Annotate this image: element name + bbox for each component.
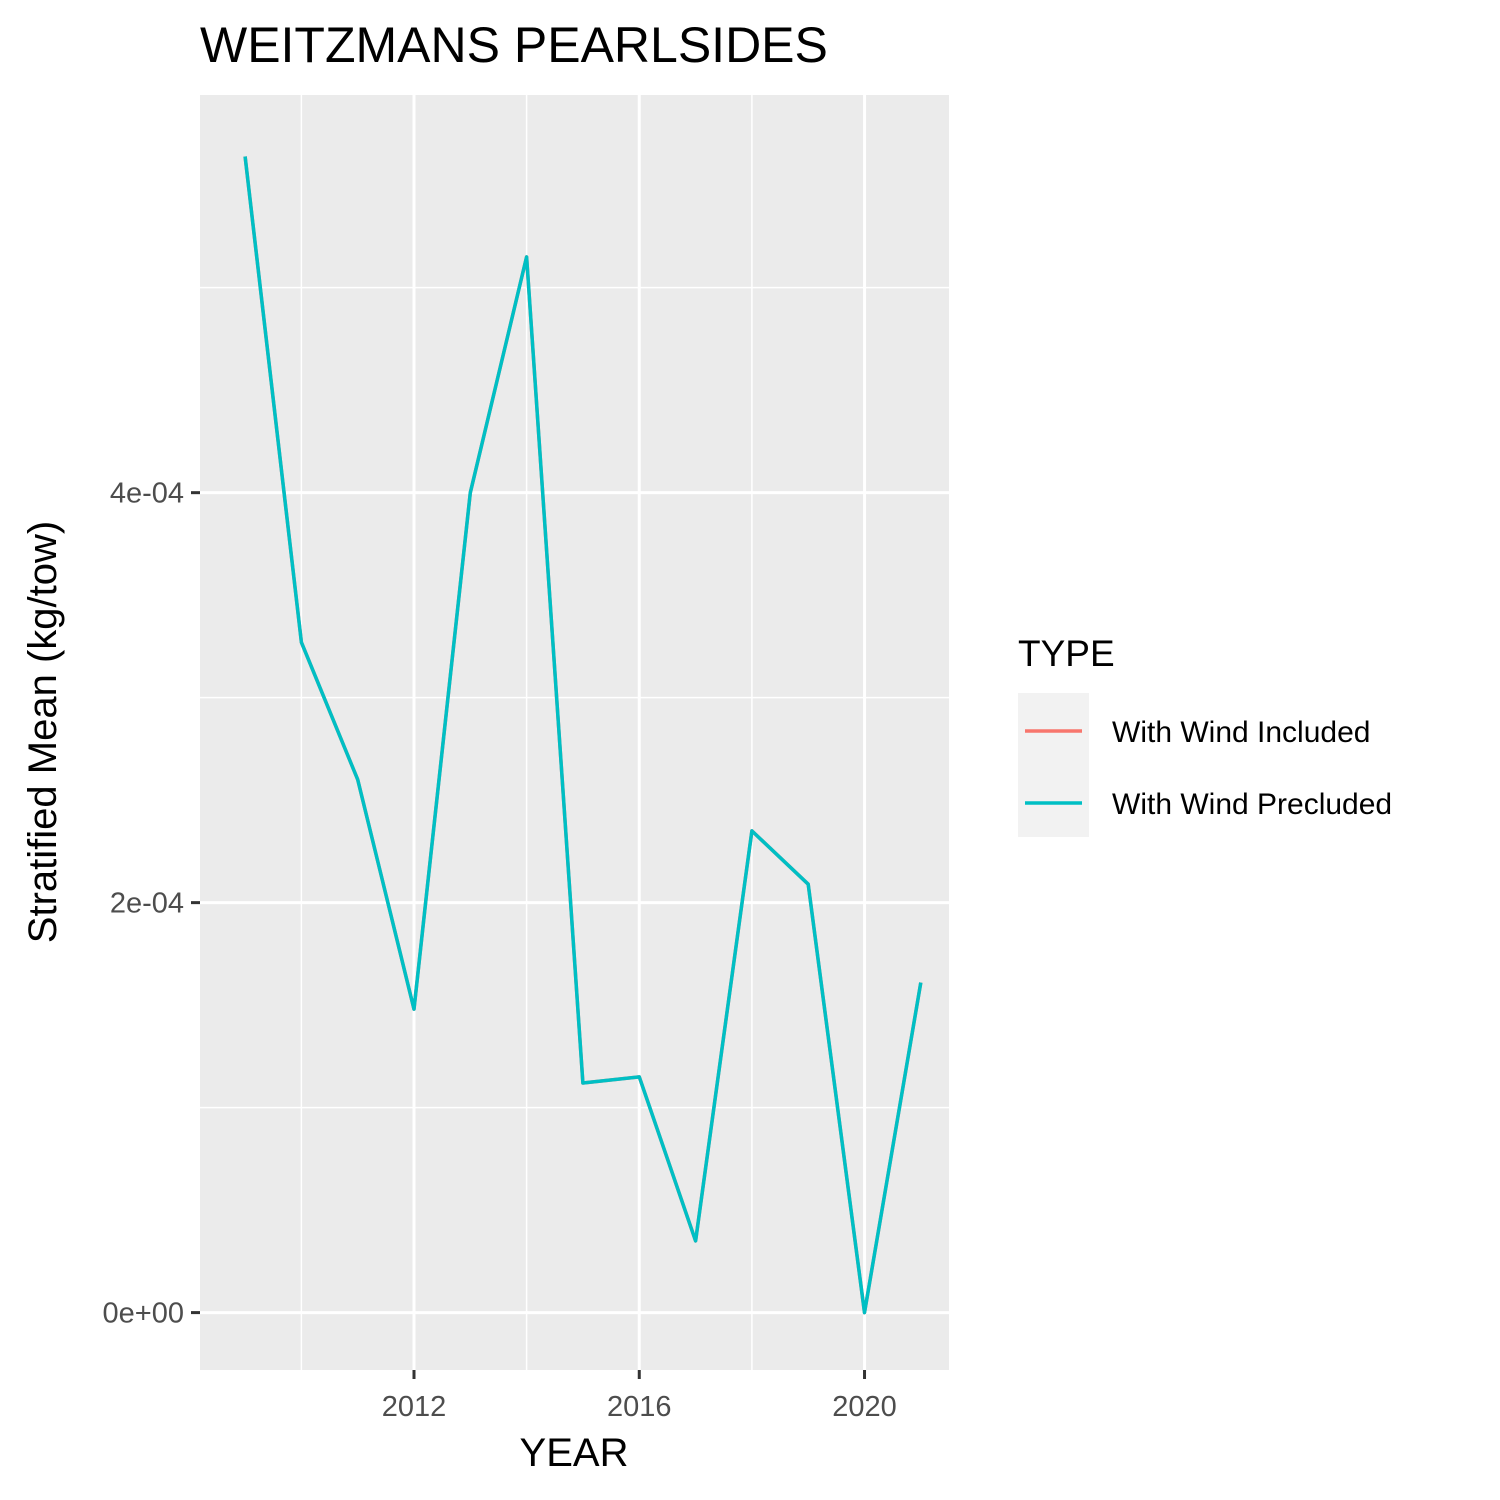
plot-panel [200,95,949,1370]
series-line-with-wind-precluded [243,156,923,1315]
legend-keys-background [1018,693,1089,837]
x-tick-label: 2020 [832,1391,897,1423]
legend-entries: With Wind Included With Wind Precluded [1025,716,1392,821]
y-axis: 0e+00 2e-04 4e-04 [103,478,200,1330]
series-layer [243,156,923,1315]
y-tick-label: 2e-04 [110,888,184,920]
x-axis: 2012 2016 2020 [382,1370,897,1423]
y-axis-title: Stratified Mean (kg/tow) [21,521,65,943]
x-axis-title: YEAR [520,1431,629,1475]
legend-label: With Wind Precluded [1112,788,1392,821]
y-tick-label: 4e-04 [110,478,184,510]
minor-gridlines [200,95,949,1370]
major-gridlines [200,95,949,1370]
legend-label: With Wind Included [1112,716,1370,749]
y-tick-label: 0e+00 [103,1298,184,1330]
legend: TYPE With Wind Included With Wind Preclud… [1018,633,1392,837]
x-tick-label: 2016 [607,1391,672,1423]
x-tick-label: 2012 [382,1391,447,1423]
legend-title: TYPE [1018,633,1115,674]
chart-title: WEITZMANS PEARLSIDES [200,17,828,73]
